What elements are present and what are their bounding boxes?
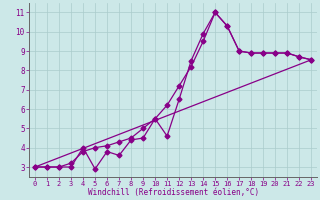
X-axis label: Windchill (Refroidissement éolien,°C): Windchill (Refroidissement éolien,°C) [88, 188, 259, 197]
